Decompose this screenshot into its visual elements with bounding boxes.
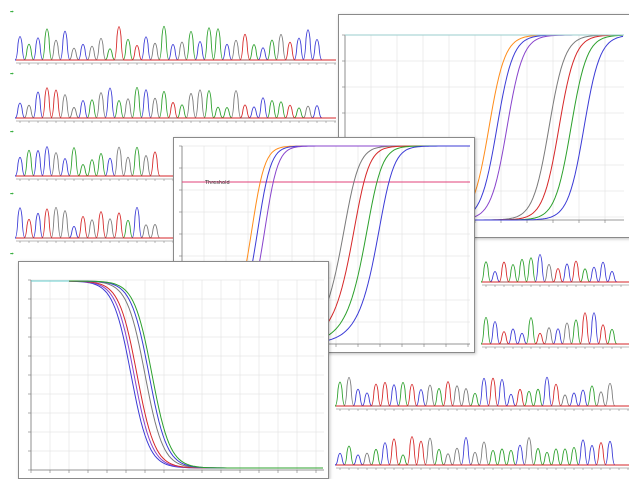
chromatogram-peak-trace xyxy=(14,146,176,177)
sample-arrow-icon: ➡ xyxy=(10,252,14,257)
chromatogram-peak-trace xyxy=(334,381,629,407)
chromatogram-peak-trace xyxy=(14,206,176,239)
chromatogram-strip-4: ➡ xyxy=(6,190,176,252)
sample-arrow-icon: ➡ xyxy=(10,10,14,15)
sample-arrow-icon: ➡ xyxy=(10,130,14,135)
chromatogram-peak-trace xyxy=(16,151,176,177)
chromatogram-trace-right-2 xyxy=(480,312,629,349)
chromatogram-peak-trace xyxy=(16,87,336,119)
chromatogram-peak-trace xyxy=(336,377,629,407)
chromatogram-peak-trace xyxy=(14,29,336,61)
chromatogram-peak-trace xyxy=(16,208,176,239)
chromatogram-peak-trace xyxy=(16,219,176,239)
chromatogram-trace-2 xyxy=(14,86,336,123)
chromatogram-peak-trace xyxy=(336,376,629,407)
chromatogram-strip-right-2 xyxy=(472,294,629,358)
melt-curve-plot xyxy=(28,279,324,473)
chromatogram-peak-trace xyxy=(482,260,629,283)
chromatogram-peak-trace xyxy=(482,263,629,283)
chromatogram-trace-bottom-1 xyxy=(334,376,629,411)
threshold-label: Threshold xyxy=(205,180,230,186)
amplification-curve xyxy=(459,35,624,221)
chromatogram-trace-bottom-2 xyxy=(334,436,629,470)
chromatogram-peak-trace xyxy=(480,257,629,283)
chromatogram-peak-trace xyxy=(336,437,629,466)
chromatogram-strip-3: ➡ xyxy=(6,128,176,190)
chromatogram-trace-1 xyxy=(14,25,336,65)
chromatogram-strip-1: ➡ xyxy=(6,8,336,74)
melt-curve-window[interactable] xyxy=(18,261,329,479)
chromatogram-peak-trace xyxy=(336,377,629,407)
chromatogram-strip-2: ➡ xyxy=(6,70,336,132)
chromatogram-peak-trace xyxy=(482,312,629,345)
chromatogram-strip-right-1 xyxy=(472,236,629,296)
chromatogram-trace-3 xyxy=(14,146,176,181)
melt-curve xyxy=(69,280,323,469)
chromatogram-peak-trace xyxy=(16,86,336,119)
chromatogram-strip-bottom-1 xyxy=(326,360,629,420)
sample-arrow-icon: ➡ xyxy=(10,192,14,197)
chromatogram-peak-trace xyxy=(482,322,629,345)
sample-arrow-icon: ➡ xyxy=(10,72,14,77)
chromatogram-trace-right-1 xyxy=(480,254,629,287)
chromatogram-trace-4 xyxy=(14,206,176,243)
chromatogram-strip-5: ➡ xyxy=(6,250,46,268)
chromatogram-strip-bottom-2 xyxy=(326,420,629,479)
